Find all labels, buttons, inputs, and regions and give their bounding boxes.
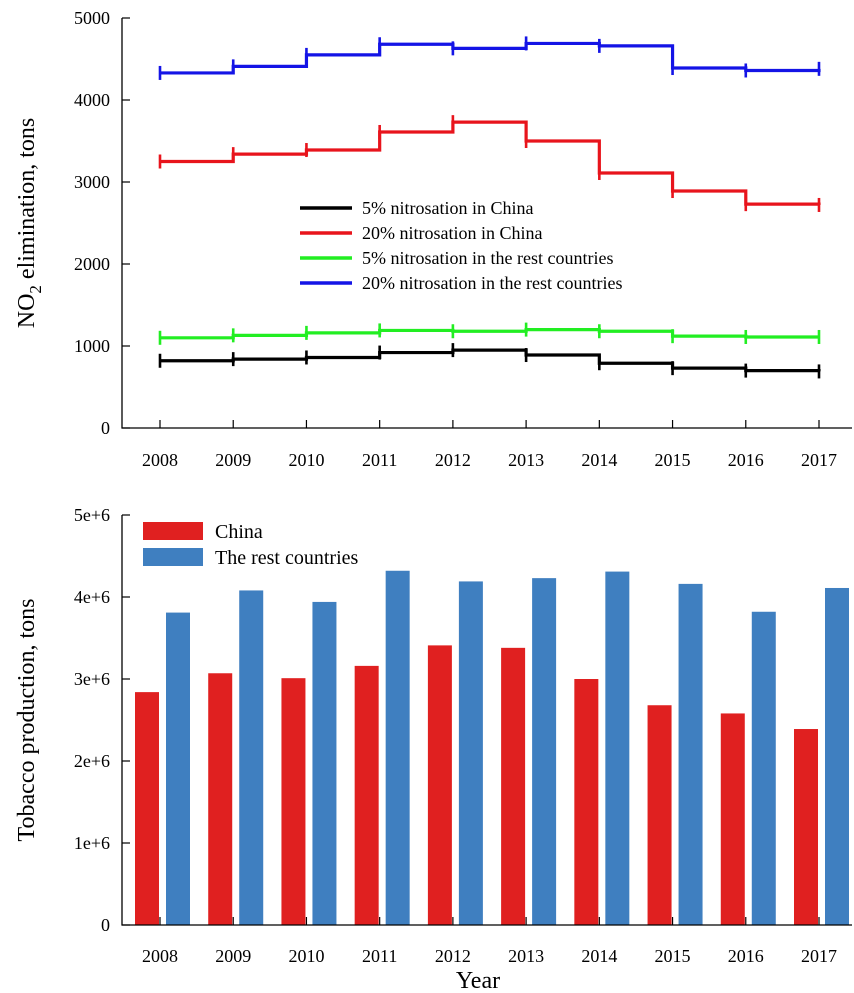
legend-label-5-nitrosation-in-the-rest-countries: 5% nitrosation in the rest countries [362,248,613,268]
x-tick-label: 2014 [581,946,617,966]
y-axis-title: NO2 elimination, tons [14,118,45,329]
x-tick-label: 2015 [655,946,691,966]
bar-the-rest-countries-2008 [166,612,190,925]
x-tick-label: 2009 [215,946,251,966]
bar-the-rest-countries-2015 [678,583,703,925]
y-axis-title: Tobacco production, tons [14,599,40,842]
legend: 5% nitrosation in China 20% nitrosation i… [300,198,622,293]
x-tick-label: 2015 [655,450,691,470]
legend-swatch-china [143,522,203,540]
series-line-5-nitrosation-in-the-rest-countries [160,328,819,340]
y-tick-label: 3000 [74,172,110,192]
y-tick-label: 2e+6 [74,751,110,771]
x-tick-label: 2012 [435,946,471,966]
y-tick-label: 5000 [74,8,110,28]
x-tick-label: 2016 [728,450,764,470]
bar-china-2012 [427,645,452,925]
y-tick-label: 1e+6 [74,833,110,853]
tobacco-production-chart: 01e+62e+63e+64e+65e+6 2008 2009 2010 2011 20… [14,505,852,993]
legend-label-the-rest-countries: The rest countries [215,547,358,569]
x-tick-label: 2008 [142,946,178,966]
x-tick-label: 2008 [142,450,178,470]
bar-the-rest-countries-2010 [312,601,337,925]
series-line-20-nitrosation-in-china [160,120,821,206]
legend-label-5-nitrosation-in-china: 5% nitrosation in China [362,198,533,218]
x-tick-label: 2012 [435,450,471,470]
bar-china-2014 [574,679,599,925]
y-tick-label: 0 [101,915,110,935]
y-tick-label: 5e+6 [74,505,110,525]
x-axis-ticks: 2008 2009 2010 2011 2012 2013 2014 2015 2016 2017 [142,917,837,966]
x-tick-label: 2016 [728,946,764,966]
legend-label-20-nitrosation-in-the-rest-countries: 20% nitrosation in the rest countries [362,273,622,293]
x-axis-title: Year [456,968,500,993]
bar-china-2015 [647,705,672,925]
x-tick-label: 2010 [288,450,324,470]
x-axis-ticks: 2008 2009 2010 2011 2012 2013 2014 2015 2016 2017 [142,420,837,470]
bar-china-2016 [720,713,745,925]
bar-china-2013 [501,647,526,925]
x-tick-label: 2009 [215,450,251,470]
bar-the-rest-countries-2014 [605,571,630,925]
y-axis-ticks: 0 1000 2000 3000 4000 5000 [74,8,130,438]
bar-the-rest-countries-2009 [239,590,264,925]
x-tick-label: 2017 [801,450,837,470]
legend-swatch-the-rest-countries [143,548,203,566]
series-line-5-nitrosation-in-china [160,348,821,373]
legend-label-20-nitrosation-in-china: 20% nitrosation in China [362,223,542,243]
bar-series-group [135,570,849,925]
x-tick-label: 2014 [581,450,617,470]
x-tick-label: 2017 [801,946,837,966]
y-tick-label: 4000 [74,90,110,110]
bar-the-rest-countries-2016 [751,611,776,925]
legend-label-china: China [215,521,263,543]
bar-the-rest-countries-2011 [385,570,410,925]
x-tick-label: 2011 [362,946,397,966]
y-axis-ticks: 0 1e+6 2e+6 3e+6 4e+6 5e+6 [74,505,130,935]
legend: China The rest countries [143,521,358,569]
x-tick-label: 2011 [362,450,397,470]
bar-china-2009 [208,673,233,925]
bar-china-2010 [281,678,306,925]
bar-the-rest-countries-2012 [458,581,483,925]
bar-china-2017 [794,729,818,925]
bar-the-rest-countries-2013 [532,578,557,925]
series-line-20-nitrosation-in-the-rest-countries [160,41,821,75]
y-tick-label: 1000 [74,336,110,356]
y-tick-label: 0 [101,418,110,438]
bar-china-2011 [354,665,379,925]
bar-china-2008 [135,692,159,925]
x-tick-label: 2013 [508,946,544,966]
y-tick-label: 2000 [74,254,110,274]
step-series-group [158,36,821,379]
x-tick-label: 2013 [508,450,544,470]
x-tick-label: 2010 [288,946,324,966]
y-tick-label: 3e+6 [74,669,110,689]
bar-the-rest-countries-2017 [825,587,849,925]
y-tick-label: 4e+6 [74,587,110,607]
